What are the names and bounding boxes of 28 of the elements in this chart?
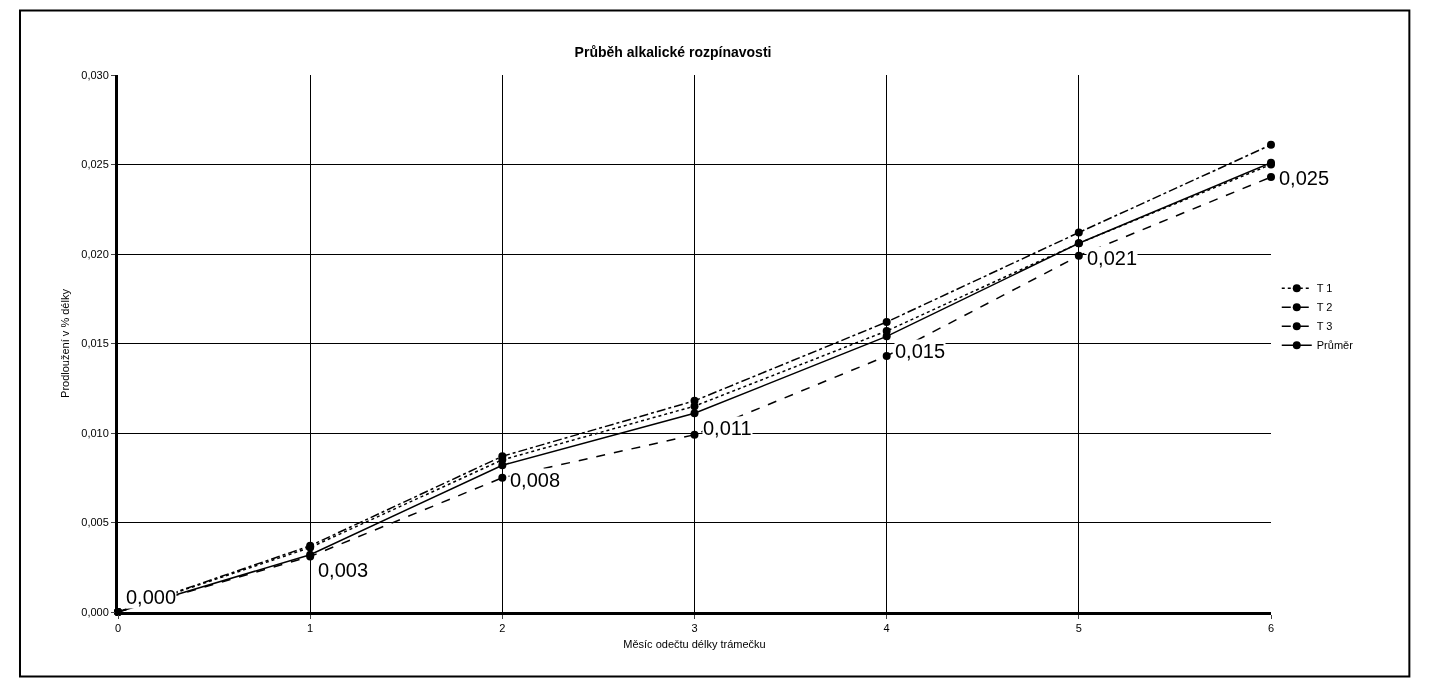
x-tick-label: 3 <box>691 622 698 635</box>
x-tick-label: 5 <box>1075 622 1082 635</box>
x-tick-label: 0 <box>114 622 122 635</box>
x-tick-label: 6 <box>1267 622 1275 635</box>
x-axis-title: Měsíc odečtu délky trámečku <box>623 638 766 651</box>
legend-label: T 2 <box>1316 301 1333 314</box>
y-tick-label: 0,020 <box>81 247 109 260</box>
y-tick-label: 0,025 <box>81 158 109 171</box>
data-label: 0,008 <box>510 469 561 491</box>
x-tick-label: 4 <box>883 622 890 635</box>
data-label: 0,000 <box>126 586 177 608</box>
data-label: 0,025 <box>1279 167 1330 189</box>
data-label: 0,011 <box>703 417 752 439</box>
x-tick-label: 1 <box>307 622 314 635</box>
x-tick-label: 2 <box>499 622 506 635</box>
y-tick-label: 0,030 <box>81 68 109 81</box>
y-tick-label: 0,010 <box>81 426 109 439</box>
data-label: 0,015 <box>895 340 946 362</box>
legend-label: Průměr <box>1316 339 1354 352</box>
chart-title: Průběh alkalické rozpínavosti <box>574 44 772 61</box>
y-tick-label: 0,015 <box>81 337 109 350</box>
data-label: 0,021 <box>1087 247 1138 269</box>
legend-label: T 3 <box>1316 320 1333 333</box>
y-tick-label: 0,000 <box>81 605 109 618</box>
legend-label: T 1 <box>1316 282 1333 295</box>
y-axis-title: Prodloužení v % délky <box>58 288 71 398</box>
y-tick-label: 0,005 <box>81 516 109 529</box>
data-label: 0,003 <box>318 559 369 581</box>
